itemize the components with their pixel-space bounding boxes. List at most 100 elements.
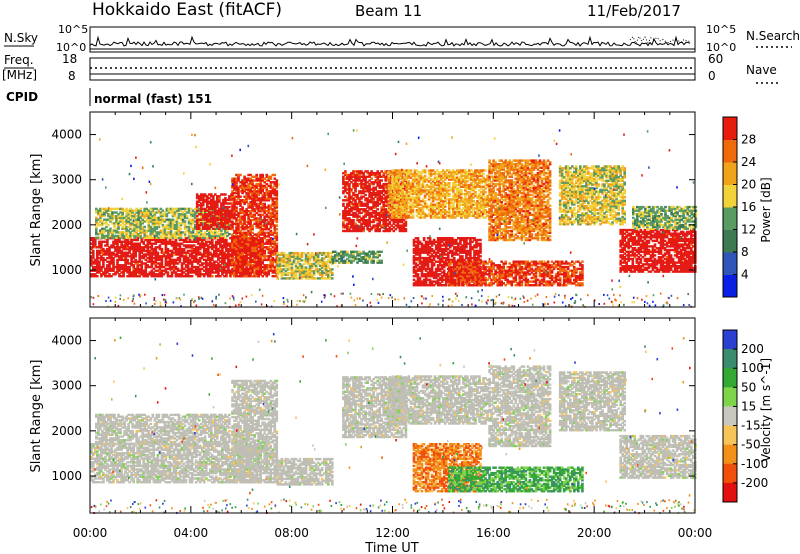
heatmap-cell [168,258,172,262]
heatmap-cell [164,251,168,254]
heatmap-cell [267,264,271,267]
heatmap-cell [100,249,103,253]
heatmap-cell [215,240,218,243]
heatmap-cell [257,217,260,220]
nsearch-tick-bottom: 10^0 [706,41,736,54]
heatmap-cell [146,251,150,254]
heatmap-cell [237,188,240,191]
heatmap-cell [108,269,111,272]
heatmap-cell [129,213,132,216]
heatmap-cell [202,242,206,245]
heatmap-cell [200,273,204,276]
heatmap-cell [245,233,248,236]
heatmap-cell [249,219,252,222]
heatmap-cell [106,251,109,254]
heatmap-cell [257,226,260,229]
heatmap-cell [224,233,227,236]
heatmap-cell [202,255,206,258]
heatmap-cell [263,228,266,231]
heatmap-cell [245,238,248,242]
heatmap-cell [115,214,118,218]
heatmap-cell [213,267,216,271]
heatmap-cell [107,236,110,239]
heatmap-cell [216,225,219,229]
heatmap-cell [241,217,244,220]
heatmap-cell [179,216,183,220]
heatmap-cell [249,262,252,265]
heatmap-cell [186,273,190,276]
heatmap-cell [90,273,93,276]
heatmap-cell [92,237,95,240]
heatmap-cell [241,190,244,193]
heatmap-cell [265,226,269,229]
heatmap-cell [120,240,123,243]
heatmap-cell [98,253,101,256]
heatmap-cell [184,237,188,240]
heatmap-cell [96,260,99,263]
heatmap-cell [139,227,142,230]
heatmap-cell [222,214,225,218]
heatmap-cell [102,260,105,263]
heatmap-cell [152,260,156,263]
heatmap-cell [249,249,252,253]
heatmap-cell [148,260,152,263]
heatmap-cell [222,220,225,223]
heatmap-cell [213,264,216,267]
heatmap-cell [199,231,203,234]
heatmap-cell [100,273,103,276]
heatmap-cell [226,216,229,220]
heatmap-cell [169,229,173,232]
heatmap-cell [220,225,223,229]
heatmap-cell [100,242,103,245]
heatmap-cell [203,236,207,239]
heatmap-cell [227,242,230,245]
heatmap-cell [158,256,162,260]
heatmap-cell [177,216,181,220]
heatmap-cell [228,211,231,214]
heatmap-cell [247,202,250,206]
heatmap-cell [247,193,250,197]
heatmap-cell [107,214,110,218]
heatmap-cell [239,222,242,225]
heatmap-cell [135,229,138,232]
heatmap-cell [195,204,199,207]
heatmap-cell [235,242,238,245]
heatmap-cell [216,202,219,205]
heatmap-cell [243,195,246,198]
heatmap-cell [214,202,217,205]
heatmap-cell [257,190,260,193]
heatmap-cell [267,246,271,249]
heatmap-cell [170,275,174,278]
heatmap-cell [168,238,172,242]
heatmap-cell [205,260,208,263]
heatmap-cell [208,218,211,221]
heatmap-cell [226,223,229,227]
heatmap-cell [231,249,234,253]
heatmap-cell [90,275,93,278]
heatmap-cell [235,200,238,204]
heatmap-cell [265,206,269,209]
heatmap-cell [224,209,227,212]
heatmap-cell [135,218,138,221]
heatmap-cell [220,211,223,214]
heatmap-cell [273,246,277,249]
heatmap-cell [223,258,226,262]
heatmap-cell [201,216,205,220]
heatmap-cell [249,229,252,233]
heatmap-cell [190,249,194,253]
heatmap-cell [253,210,256,213]
heatmap-cell [197,229,201,232]
heatmap-cell [155,218,159,221]
heatmap-cell [198,251,202,254]
heatmap-cell [217,269,220,272]
heatmap-cell [180,255,184,258]
heatmap-cell [215,246,218,249]
heatmap-cell [122,275,125,278]
heatmap-cell [161,236,165,239]
heatmap-cell [99,218,102,221]
heatmap-cell [122,264,125,267]
heatmap-cell [175,227,179,230]
heatmap-cell [247,182,250,186]
heatmap-cell [229,273,232,276]
heatmap-cell [113,223,116,227]
